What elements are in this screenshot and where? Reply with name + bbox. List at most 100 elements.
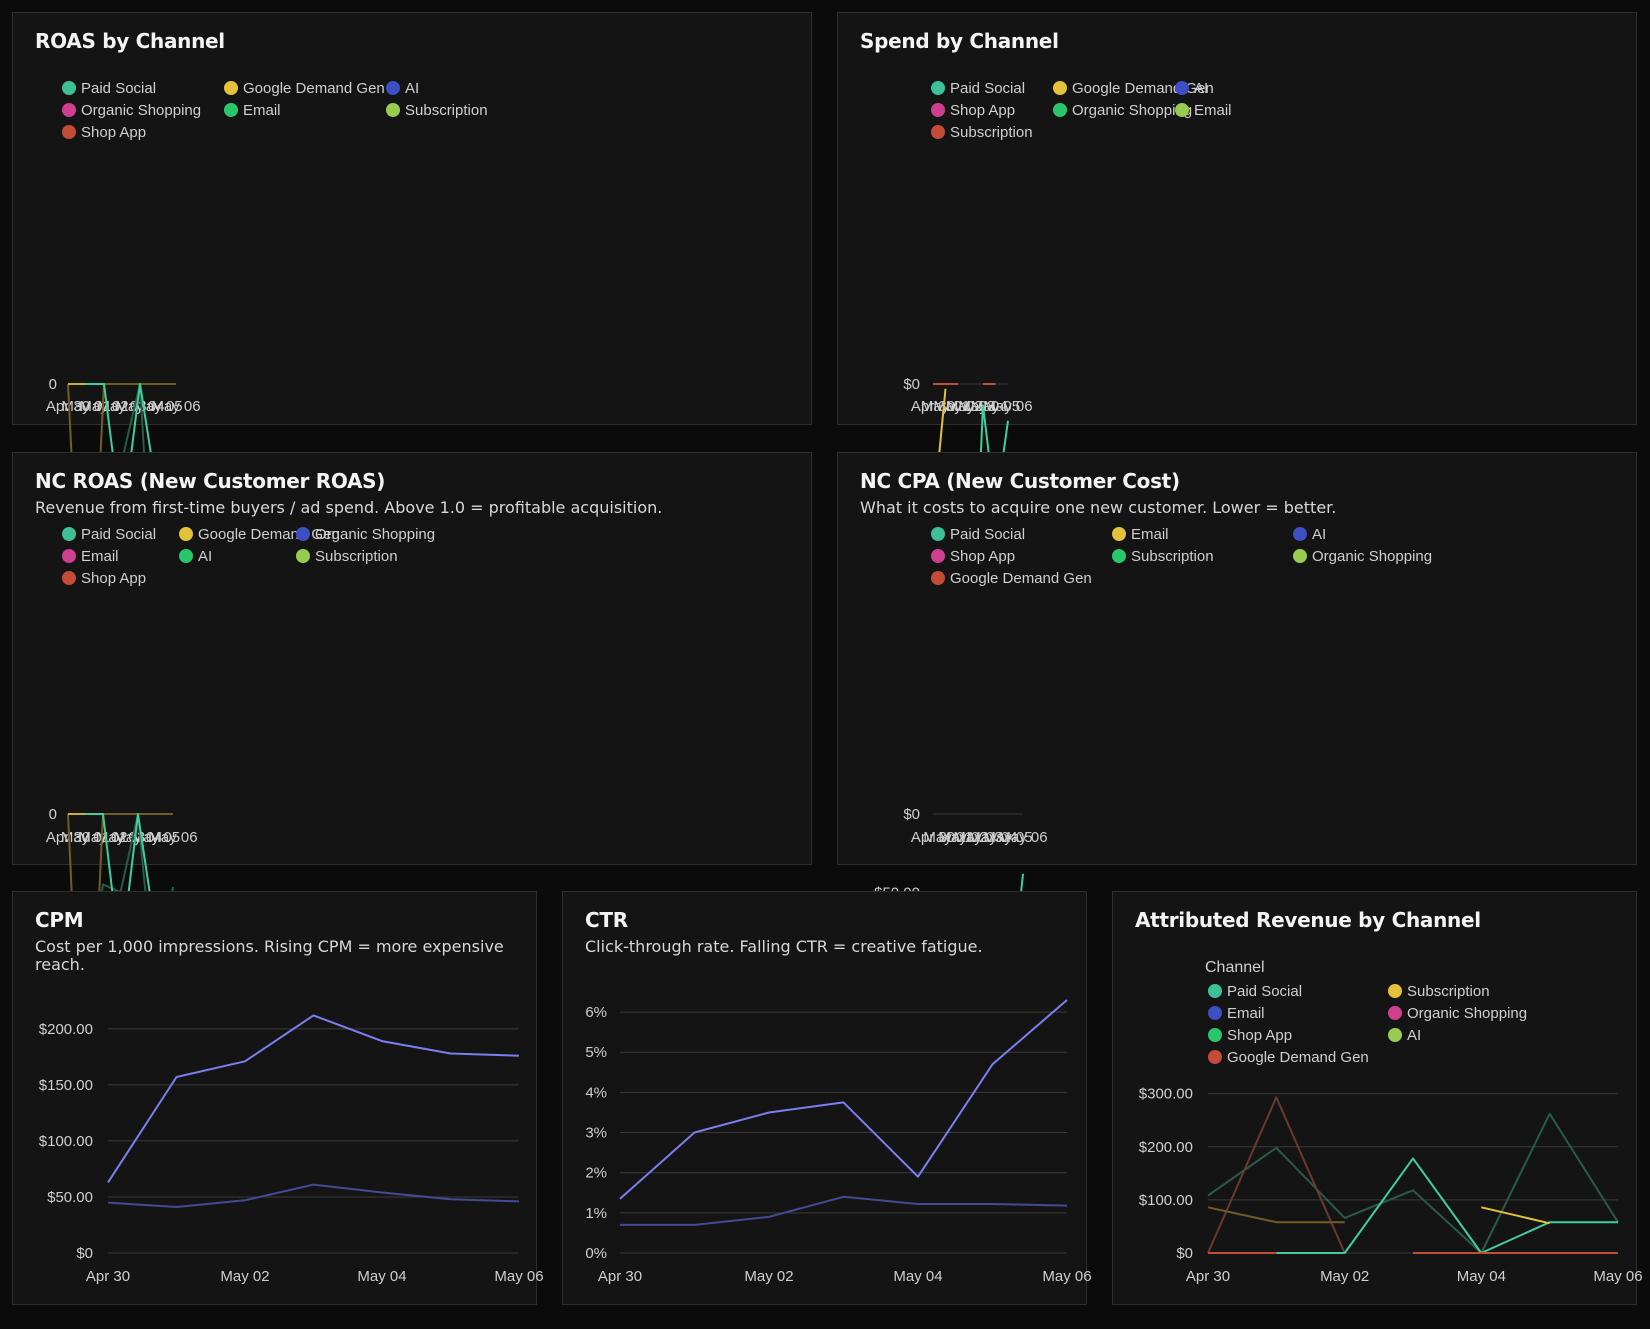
- legend-swatch: [386, 103, 400, 117]
- legend-item-shop-app[interactable]: Shop App: [62, 570, 146, 587]
- y-tick-label: 2%: [585, 1165, 607, 1182]
- legend-label: Subscription: [1131, 548, 1214, 565]
- legend-item-email[interactable]: Email: [1175, 102, 1232, 119]
- y-tick-label: $200.00: [39, 1021, 93, 1038]
- legend-item-paid-social[interactable]: Paid Social: [62, 526, 156, 543]
- x-tick-label: May 02: [744, 1268, 793, 1285]
- roas-chart: Paid Social Google Demand Gen AI Organic Sh…: [36, 80, 488, 792]
- x-tick-label: May 04: [893, 1268, 942, 1285]
- ctr-chart: 0% 1% 2% 3% 4% 5% 6% Apr 30 May 02 May 04 May 06: [585, 999, 1092, 1285]
- x-tick-label: May 02: [933, 398, 982, 415]
- series-line-shop-app: [1276, 1157, 1618, 1254]
- cpm-chart: $0 $50.00 $100.00 $150.00 $200.00 Apr 30 May 0…: [39, 1014, 544, 1285]
- x-tick-label: May 02: [220, 1268, 269, 1285]
- legend-item-email[interactable]: Email: [1112, 526, 1169, 543]
- chart-subtitle: What it costs to acquire one new custome…: [860, 498, 1337, 517]
- nc-roas-panel: NC ROAS (New Customer ROAS) Revenue from…: [12, 452, 812, 1232]
- legend-item-ai[interactable]: AI: [179, 548, 212, 565]
- legend-item-organic-shopping[interactable]: Organic Shopping: [1053, 102, 1192, 119]
- legend-item-email[interactable]: Email: [62, 548, 119, 565]
- legend-item-paid-social[interactable]: Paid Social: [931, 80, 1025, 97]
- legend-item-ai[interactable]: AI: [386, 80, 419, 97]
- legend-item-paid-social[interactable]: Paid Social: [931, 526, 1025, 543]
- y-tick-label: 1%: [585, 1205, 607, 1222]
- legend-swatch: [296, 549, 310, 563]
- legend-item-ai[interactable]: AI: [1175, 80, 1208, 97]
- legend-item-email[interactable]: Email: [1208, 1005, 1265, 1022]
- x-tick-label: May 01: [61, 829, 110, 846]
- legend-item-google-demand-gen[interactable]: Google Demand Gen: [1053, 80, 1214, 97]
- series-line-0: [619, 999, 1068, 1200]
- legend-item-google-demand-gen[interactable]: Google Demand Gen: [224, 80, 385, 97]
- legend-label: AI: [405, 80, 419, 97]
- chart-subtitle: Cost per 1,000 impressions. Rising CPM =…: [35, 937, 504, 974]
- series-line-subscription: [1207, 1206, 1345, 1224]
- legend-item-ai[interactable]: AI: [1293, 526, 1326, 543]
- x-tick-label: May 02: [78, 829, 127, 846]
- legend-item-shop-app[interactable]: Shop App: [931, 102, 1015, 119]
- x-tick-label: May 04: [115, 398, 164, 415]
- legend-swatch: [1388, 1028, 1402, 1042]
- legend-item-organic-shopping[interactable]: Organic Shopping: [296, 526, 435, 543]
- chart-subtitle: Revenue from first-time buyers / ad spen…: [35, 498, 663, 517]
- legend-swatch: [62, 527, 76, 541]
- legend-swatch: [386, 81, 400, 95]
- legend-swatch: [62, 81, 76, 95]
- legend-item-email[interactable]: Email: [224, 102, 281, 119]
- legend-item-shop-app[interactable]: Shop App: [1208, 1027, 1292, 1044]
- legend-swatch: [1208, 1006, 1222, 1020]
- legend-item-subscription[interactable]: Subscription: [931, 124, 1033, 141]
- x-tick-label: May 01: [61, 398, 110, 415]
- x-tick-label: May 05: [133, 398, 182, 415]
- legend-label: Organic Shopping: [1312, 548, 1432, 565]
- legend-item-organic-shopping[interactable]: Organic Shopping: [1388, 1005, 1527, 1022]
- chart-title: Spend by Channel: [860, 29, 1059, 53]
- y-tick-label: $0: [903, 806, 920, 823]
- legend-item-google-demand-gen[interactable]: Google Demand Gen: [1208, 1049, 1369, 1066]
- legend-item-paid-social[interactable]: Paid Social: [62, 80, 156, 97]
- legend-swatch: [931, 527, 945, 541]
- x-tick-label: Apr 30: [46, 398, 90, 415]
- legend-swatch: [179, 527, 193, 541]
- legend-swatch: [296, 527, 310, 541]
- legend-swatch: [931, 549, 945, 563]
- chart-subtitle: Click-through rate. Falling CTR = creati…: [585, 937, 983, 956]
- legend-label: Subscription: [405, 102, 488, 119]
- legend-swatch: [62, 549, 76, 563]
- legend-item-subscription[interactable]: Subscription: [1388, 983, 1490, 1000]
- legend-label: AI: [1407, 1027, 1421, 1044]
- legend-item-ai[interactable]: AI: [1388, 1027, 1421, 1044]
- legend-item-organic-shopping[interactable]: Organic Shopping: [1293, 548, 1432, 565]
- legend-item-shop-app[interactable]: Shop App: [62, 124, 146, 141]
- legend-swatch: [179, 549, 193, 563]
- legend-label: Google Demand Gen: [950, 570, 1092, 587]
- legend-label: Shop App: [81, 124, 146, 141]
- legend-label: Email: [1131, 526, 1169, 543]
- legend-item-google-demand-gen[interactable]: Google Demand Gen: [931, 570, 1092, 587]
- y-tick-label: 0: [49, 376, 57, 393]
- roas-panel: ROAS by Channel Paid Social Google Demand…: [12, 12, 812, 792]
- x-tick-label: May 01: [921, 398, 970, 415]
- legend-swatch: [1112, 549, 1126, 563]
- legend-item-subscription[interactable]: Subscription: [386, 102, 488, 119]
- legend-item-subscription[interactable]: Subscription: [1112, 548, 1214, 565]
- nc-cpa-panel: NC CPA (New Customer Cost) What it costs…: [837, 452, 1637, 1225]
- legend-item-organic-shopping[interactable]: Organic Shopping: [62, 102, 201, 119]
- y-tick-label: 0%: [585, 1245, 607, 1262]
- legend-swatch: [931, 81, 945, 95]
- legend-item-subscription[interactable]: Subscription: [296, 548, 398, 565]
- y-tick-label: $200.00: [1139, 1139, 1193, 1156]
- legend-item-shop-app[interactable]: Shop App: [931, 548, 1015, 565]
- cpm-panel: CPM Cost per 1,000 impressions. Rising C…: [12, 891, 544, 1305]
- x-tick-label: May 02: [1320, 1268, 1369, 1285]
- legend-label: Organic Shopping: [315, 526, 435, 543]
- chart-title: CTR: [585, 908, 628, 932]
- y-tick-label: 6%: [585, 1004, 607, 1021]
- x-tick-label: May 02: [79, 398, 128, 415]
- legend-swatch: [1293, 527, 1307, 541]
- y-tick-label: 4%: [585, 1084, 607, 1101]
- legend-item-paid-social[interactable]: Paid Social: [1208, 983, 1302, 1000]
- legend-swatch: [1388, 1006, 1402, 1020]
- y-tick-label: 0: [49, 806, 57, 823]
